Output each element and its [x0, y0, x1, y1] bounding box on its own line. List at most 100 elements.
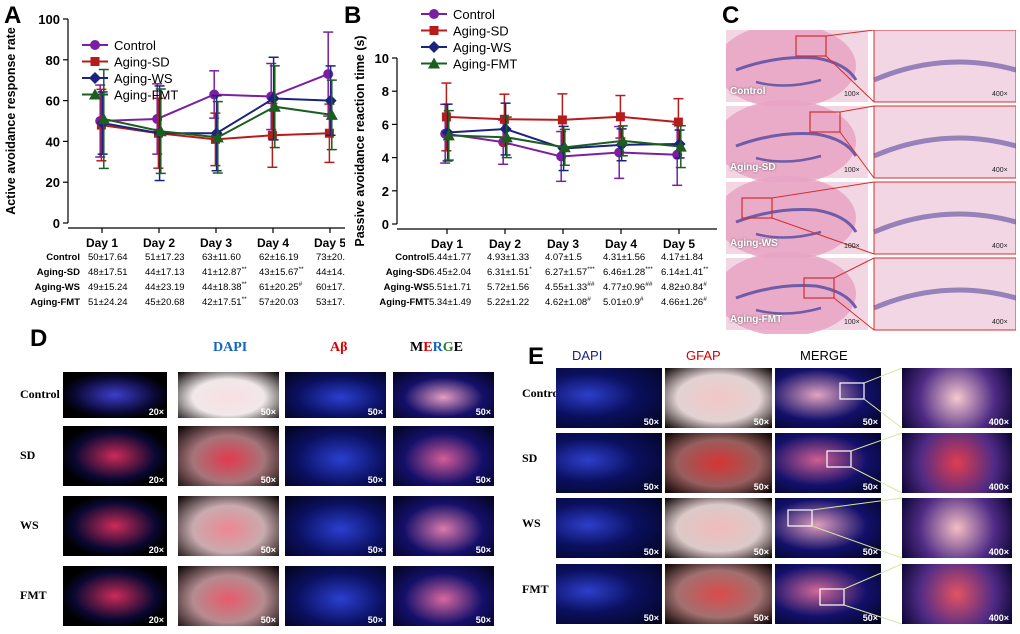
data-point	[558, 141, 571, 153]
y-tick-label: 40	[46, 134, 60, 149]
data-point	[267, 92, 280, 105]
table-cell: 4.31±1.56	[603, 252, 645, 263]
magnification-label: 50×	[753, 547, 769, 557]
magnification-label: 50×	[862, 417, 878, 427]
he-group-label: Aging-WS	[730, 238, 778, 249]
table-cell: 44±23.19	[145, 282, 185, 293]
fluorescence-image-dapi: 50×	[556, 368, 662, 428]
he-cell-layer	[873, 211, 1016, 235]
magnification-label: 50×	[475, 475, 491, 485]
legend-label: Aging-SD	[453, 24, 509, 39]
table-cell: 5.22±1.22	[487, 297, 529, 308]
magnification-label: 50×	[862, 613, 878, 623]
magnification-label: 400×	[992, 91, 1008, 98]
significance-mark: **	[299, 266, 305, 273]
magnification-label: 50×	[260, 615, 276, 625]
row-label: SD	[20, 448, 36, 462]
table-cell: 6.14±1.41**	[661, 266, 709, 278]
he-cell-layer	[873, 287, 1016, 311]
zoom-frame	[873, 181, 1016, 255]
y-axis-label: Active avoidance response rate	[4, 27, 18, 215]
he-stained-layer	[755, 78, 822, 87]
magnification-label: 50×	[367, 407, 383, 417]
legend-label: Aging-WS	[453, 40, 512, 55]
he-group-label: Control	[730, 86, 766, 97]
magnification-label: 50×	[862, 482, 878, 492]
panel-d-abeta-immunofluorescence: DAPI Aβ MERGE Control 20× 50× 50× 50× SD 20× 50…	[0, 330, 520, 634]
table-cell: 49±15.24	[88, 282, 128, 293]
panel-label-d: D	[30, 325, 48, 352]
table-cell: 6.27±1.57***	[545, 266, 595, 278]
data-point	[499, 123, 512, 136]
fluorescence-image-dapi: 50×	[556, 498, 662, 558]
table-cell: 5.44±1.77	[429, 252, 471, 263]
fluorescence-image-zoom: 400×	[902, 564, 1012, 624]
table-cell: 44±14.30***	[316, 266, 345, 278]
magnification-label: 50×	[753, 482, 769, 492]
fluorescence-image-zoom: 400×	[902, 433, 1012, 493]
fluorescence-image-merge: 50×	[393, 426, 494, 486]
x-tick-label: Day 5	[663, 237, 695, 251]
data-point	[557, 115, 567, 125]
magnification-label: 400×	[992, 319, 1008, 326]
y-axis-label: Passive avoidance reaction time (s)	[353, 35, 367, 246]
zoom-frame	[873, 105, 1016, 179]
y-tick-label: 100	[38, 12, 60, 27]
panel-label-b: B	[344, 2, 362, 29]
zoom-connector	[771, 181, 875, 199]
magnification-label: 50×	[475, 545, 491, 555]
data-point	[441, 112, 451, 122]
table-cell: 41±12.87**	[202, 266, 247, 278]
zoom-connector	[825, 55, 875, 103]
table-cell: 51±17.23	[145, 252, 185, 263]
table-row-label: Aging-WS	[35, 282, 80, 293]
magnification-label: 50×	[643, 613, 659, 623]
table-cell: 5.72±1.56	[487, 282, 529, 293]
legend-marker	[89, 72, 101, 84]
zoom-region-box	[741, 197, 773, 219]
significance-mark: **	[242, 266, 248, 273]
data-point	[209, 89, 220, 100]
significance-mark: #	[299, 281, 303, 288]
table-row-label: Control	[395, 252, 429, 263]
magnification-label: 50×	[260, 545, 276, 555]
zoom-frame	[873, 257, 1016, 331]
row-label: FMT	[522, 582, 549, 596]
fluorescence-image-abeta: 50×	[178, 372, 279, 418]
magnification-label: 50×	[260, 407, 276, 417]
data-point	[674, 140, 687, 152]
he-stained-layer	[735, 132, 858, 157]
data-point	[673, 117, 683, 127]
table-row-label: Aging-FMT	[30, 297, 80, 308]
table-cell: 73±20.58	[316, 252, 345, 263]
fluorescence-image-merge: 50×	[393, 496, 494, 556]
table-cell: 62±16.19	[259, 252, 299, 263]
he-group-label: Aging-FMT	[730, 314, 783, 325]
legend-label: Control	[453, 7, 495, 22]
row-label: WS	[522, 516, 541, 530]
fluorescence-image-dapi: 50×	[285, 566, 386, 626]
magnification-label: 50×	[260, 475, 276, 485]
data-point	[615, 112, 625, 122]
chart-passive-avoidance: 0 2 4 6 8 10 Day 1 Day 2 Day 3 Day 4 Day 5 Passive …	[353, 7, 717, 308]
row-label: Control	[522, 386, 562, 400]
magnification-label: 20×	[148, 615, 164, 625]
zoom-connector	[833, 257, 875, 279]
significance-mark: #	[587, 296, 591, 303]
fluorescence-image-whole: 20×	[63, 566, 167, 626]
fluorescence-image-merge: 50×	[775, 368, 881, 428]
magnification-label: 50×	[475, 407, 491, 417]
fluorescence-image-abeta: 50×	[178, 566, 279, 626]
data-point	[154, 125, 167, 137]
header-merge: MERGE	[800, 348, 848, 363]
magnification-label: 400×	[988, 613, 1009, 623]
table-cell: 4.55±1.33##	[545, 281, 595, 293]
header-dapi: DAPI	[572, 348, 603, 363]
magnification-label: 20×	[148, 545, 164, 555]
data-point	[499, 114, 509, 124]
he-stained-layer	[755, 306, 822, 315]
table-row-label: Aging-SD	[37, 267, 80, 278]
x-tick-label: Day 1	[86, 236, 118, 250]
significance-mark: #	[703, 296, 707, 303]
magnification-label: 100×	[844, 319, 860, 326]
